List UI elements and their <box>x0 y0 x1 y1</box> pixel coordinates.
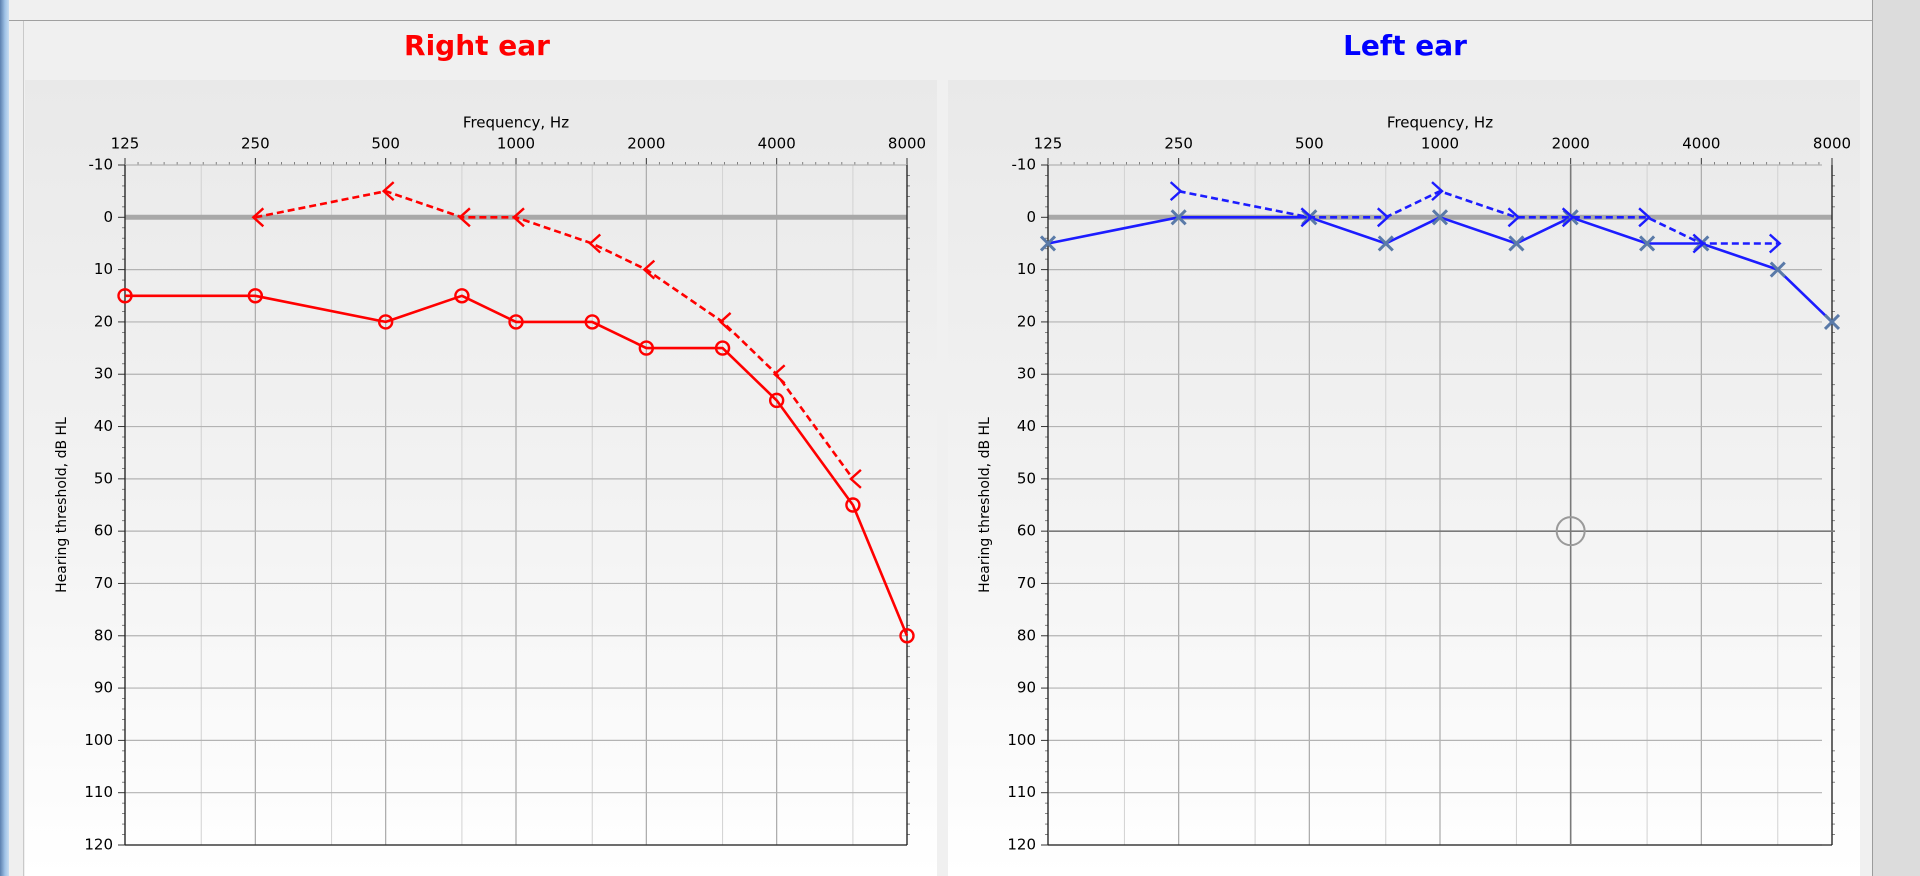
chart-title: Right ear <box>404 29 550 62</box>
y-tick-label: 60 <box>94 522 113 540</box>
x-tick-label: 250 <box>1164 135 1193 153</box>
air-conduction-marker-cross <box>1769 261 1786 278</box>
bone-conduction-marker-right <box>1300 207 1314 228</box>
x-axis-label: Frequency, Hz <box>463 114 569 132</box>
bone-conduction-marker-left <box>642 259 656 280</box>
bone-conduction-marker-left <box>718 312 732 332</box>
air-conduction-line <box>125 294 909 637</box>
cursor-ring[interactable] <box>1555 516 1586 547</box>
chart-title: Left ear <box>1343 29 1467 62</box>
y-tick-label: 70 <box>1017 574 1036 592</box>
y-tick-label: 120 <box>84 836 113 854</box>
left-ear-chart: Left ear Frequency, Hz Hearing threshold, … <box>948 29 1860 876</box>
y-tick-label: 80 <box>94 626 113 644</box>
air-conduction-marker-cross <box>1170 209 1187 226</box>
x-tick-label: 4000 <box>1682 135 1720 153</box>
x-tick-label: 8000 <box>1813 135 1851 153</box>
air-conduction-marker-circle <box>247 288 264 304</box>
y-tick-label: 110 <box>1007 783 1036 801</box>
air-conduction-marker-cross <box>1508 235 1525 252</box>
x-tick-label: 8000 <box>888 135 926 153</box>
bone-conduction-line <box>255 189 854 480</box>
plot-panel-background <box>948 80 1860 876</box>
x-tick-label: 2000 <box>627 135 665 153</box>
bone-conduction-marker-right <box>1169 181 1183 202</box>
x-tick-label: 500 <box>371 135 400 153</box>
y-tick-label: 110 <box>84 783 113 801</box>
air-conduction-marker-circle <box>768 392 785 409</box>
x-tick-label: 250 <box>241 135 270 153</box>
x-tick-label: 4000 <box>758 135 796 153</box>
y-tick-label: 80 <box>1017 626 1036 644</box>
y-tick-label: 30 <box>1017 365 1036 383</box>
x-tick-label: 125 <box>111 135 140 153</box>
top-toolbar-strip <box>9 0 1872 21</box>
x-tick-label: 2000 <box>1552 135 1590 153</box>
y-tick-label: 60 <box>1017 522 1036 540</box>
bone-conduction-marker-left <box>251 207 265 228</box>
x-tick-label: 125 <box>1034 135 1063 153</box>
y-tick-label: -10 <box>89 156 114 174</box>
bone-conduction-marker-right <box>1376 207 1390 228</box>
y-tick-label: 40 <box>1017 417 1036 435</box>
air-conduction-marker-circle <box>714 340 731 356</box>
air-conduction-marker-circle <box>845 497 861 513</box>
window-left-border <box>0 0 9 876</box>
bone-conduction-marker-right <box>1638 207 1651 228</box>
y-tick-label: 100 <box>1007 731 1036 749</box>
air-conduction-marker-circle <box>638 340 655 356</box>
bone-conduction-marker-right <box>1507 207 1521 228</box>
air-conduction-marker-circle <box>454 288 470 304</box>
bone-conduction-line <box>1178 189 1778 245</box>
bone-conduction-marker-left <box>849 468 862 489</box>
bone-conduction-marker-left <box>381 181 395 202</box>
x-tick-label: 500 <box>1295 135 1324 153</box>
x-tick-label: 1000 <box>497 135 535 153</box>
air-conduction-marker-circle <box>117 288 133 304</box>
window-right-scroll-edge[interactable] <box>1872 0 1920 876</box>
x-axis-label: Frequency, Hz <box>1387 114 1493 132</box>
right-ear-chart: Right ear Frequency, Hz Hearing threshold,… <box>25 29 937 876</box>
bone-conduction-marker-left <box>772 364 786 385</box>
air-conduction-marker-circle <box>584 314 600 330</box>
y-axis-label: Hearing threshold, dB HL <box>54 417 70 593</box>
air-conduction-marker-cross <box>1639 235 1656 252</box>
y-tick-label: 10 <box>1017 260 1036 278</box>
air-conduction-marker-circle <box>899 628 915 644</box>
bone-conduction-marker-left <box>512 207 525 228</box>
y-tick-label: 120 <box>1007 836 1036 854</box>
y-tick-label: 90 <box>1017 679 1036 697</box>
y-tick-label: 30 <box>94 365 113 383</box>
y-tick-label: 70 <box>94 574 113 592</box>
plot-panel-background <box>25 80 937 876</box>
y-tick-label: 20 <box>94 312 113 330</box>
y-tick-label: -10 <box>1012 156 1037 174</box>
y-tick-label: 50 <box>1017 469 1036 487</box>
y-axis-label: Hearing threshold, dB HL <box>977 417 993 593</box>
bone-conduction-marker-left <box>458 207 471 228</box>
bone-conduction-marker-right <box>1692 233 1706 254</box>
bone-conduction-marker-right <box>1561 207 1575 228</box>
bone-conduction-marker-right <box>1431 181 1444 202</box>
y-tick-label: 100 <box>84 731 113 749</box>
y-tick-label: 10 <box>94 260 113 278</box>
air-conduction-marker-cross <box>1039 235 1057 252</box>
x-tick-label: 1000 <box>1421 135 1459 153</box>
y-tick-label: 90 <box>94 679 113 697</box>
bone-conduction-marker-right <box>1768 233 1782 254</box>
air-conduction-marker-circle <box>508 314 524 330</box>
bone-conduction-marker-left <box>588 233 602 254</box>
y-tick-label: 50 <box>94 469 113 487</box>
y-tick-label: 0 <box>1026 208 1036 226</box>
y-tick-label: 20 <box>1017 312 1036 330</box>
air-conduction-marker-circle <box>377 314 394 330</box>
air-conduction-marker-cross <box>1431 209 1449 226</box>
y-tick-label: 0 <box>103 208 113 226</box>
y-tick-label: 40 <box>94 417 113 435</box>
air-conduction-marker-cross <box>1823 313 1841 330</box>
air-conduction-marker-cross <box>1377 235 1394 252</box>
